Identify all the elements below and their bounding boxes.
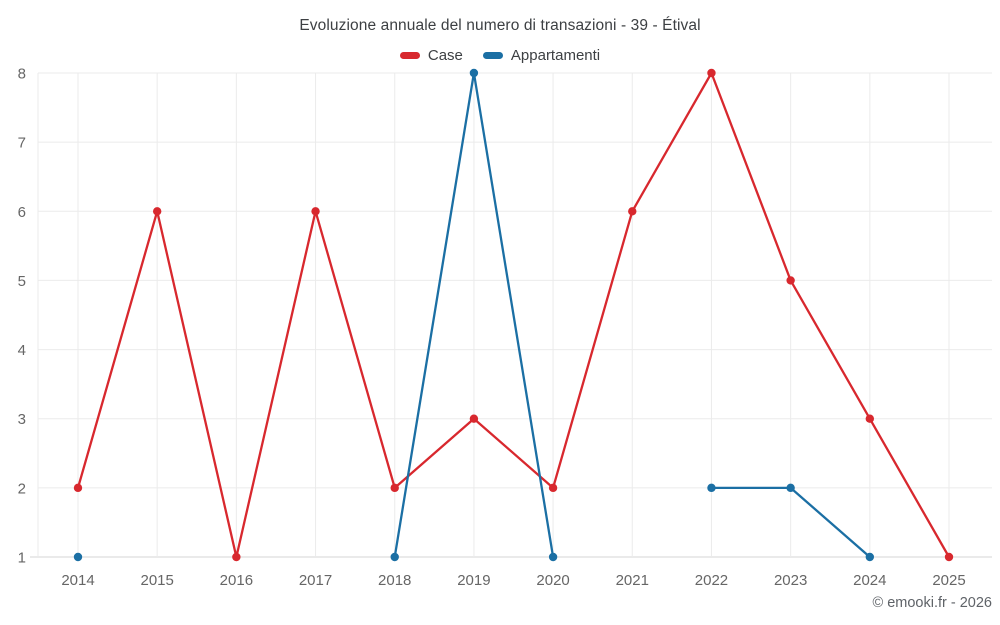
svg-text:2025: 2025	[932, 572, 965, 589]
svg-text:6: 6	[18, 204, 26, 221]
chart-legend: Case Appartamenti	[0, 47, 1000, 64]
svg-text:2021: 2021	[616, 572, 649, 589]
svg-text:2017: 2017	[299, 572, 332, 589]
svg-text:8: 8	[18, 66, 26, 83]
attribution-text: © emooki.fr - 2026	[872, 595, 992, 611]
case-series-swatch-icon	[399, 52, 420, 59]
appartamenti-series-swatch-icon	[482, 52, 503, 59]
legend-item-case[interactable]: Case	[399, 47, 463, 64]
legend-label-case: Case	[427, 47, 463, 64]
svg-text:2020: 2020	[536, 572, 569, 589]
svg-text:2016: 2016	[220, 572, 253, 589]
svg-text:5: 5	[18, 273, 26, 290]
svg-text:2014: 2014	[61, 572, 94, 589]
svg-text:2024: 2024	[853, 572, 886, 589]
svg-text:2: 2	[18, 480, 26, 497]
svg-text:4: 4	[18, 342, 26, 359]
chart-title: Evoluzione annuale del numero di transaz…	[299, 17, 701, 34]
svg-text:7: 7	[18, 135, 26, 152]
svg-text:1: 1	[18, 550, 26, 567]
svg-text:3: 3	[18, 411, 26, 428]
legend-label-appartamenti: Appartamenti	[510, 47, 601, 64]
legend-item-appartamenti[interactable]: Appartamenti	[482, 47, 601, 64]
svg-text:2019: 2019	[457, 572, 490, 589]
svg-text:2023: 2023	[774, 572, 807, 589]
svg-text:2018: 2018	[378, 572, 411, 589]
svg-text:2022: 2022	[695, 572, 728, 589]
svg-text:2015: 2015	[140, 572, 173, 589]
